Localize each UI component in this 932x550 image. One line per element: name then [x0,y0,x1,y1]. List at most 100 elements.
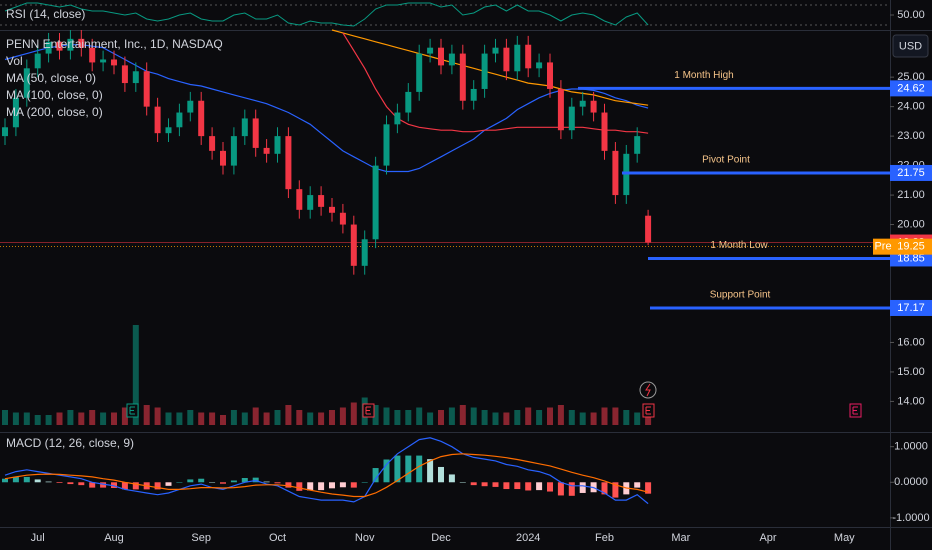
candle-body [274,136,281,154]
macd-line [4,437,649,505]
y-tick-label: 16.00 [897,336,925,348]
volume-bar [2,410,8,425]
volume-bar [557,405,564,425]
volume-bar [459,405,466,425]
macd-histogram-bar [285,482,292,488]
candle-body [209,136,216,151]
candle-body [176,112,183,128]
volume-bar [503,412,510,425]
macd-histogram-bar [220,482,226,484]
macd-histogram-bar [438,466,444,483]
macd-histogram-bar [111,482,117,488]
volume-bar [405,410,412,425]
earnings-icon [362,403,375,418]
volume-bar [547,407,553,425]
macd-histogram-bar [350,482,357,488]
macd-histogram-bar [45,481,52,483]
candle-body [579,100,586,107]
macd-histogram-bar [209,482,216,483]
candle-body [568,106,575,131]
currency-button[interactable] [892,34,929,58]
y-tick-label: 21.00 [897,189,925,201]
volume-bar [427,412,434,425]
macd-histogram-bar [198,478,205,483]
macd-histogram-bar [339,482,346,488]
y-tick-label: 14.00 [897,395,925,407]
candle-body [78,38,85,48]
volume-bar [111,412,117,425]
macd-histogram-bar [307,482,314,491]
candle-body [492,47,499,54]
earnings-icon [126,403,139,418]
candle-body [590,100,597,113]
x-tick-label: Mar [671,532,690,544]
macd-histogram-bar [121,482,128,490]
macd-histogram-bar [296,482,303,491]
macd-histogram-bar [470,482,477,486]
candle-body [307,195,314,210]
candle-body [230,136,237,166]
volume-bar [12,412,19,425]
volume-bar [34,415,41,425]
candle-body [481,53,488,89]
volume-bar [481,410,488,425]
macd-histogram-bar [329,482,335,489]
macd-histogram-bar [372,468,379,483]
ma-line [331,29,649,106]
candle-body [503,47,510,72]
candle-body [56,41,63,51]
volume-bar [143,405,150,425]
macd-histogram-bar [176,482,183,483]
macd-histogram-bar [100,482,107,488]
x-tick-label: Sep [191,532,211,544]
candle-body [470,88,477,101]
candle-body [405,91,412,113]
volume-bar [121,407,128,425]
volume-bar [339,407,346,425]
volume-bar [579,412,586,425]
macd-histogram-bar [601,482,608,495]
volume-bar [252,407,259,425]
candle-body [536,62,543,69]
volume-bar [230,410,237,425]
macd-tick-label: -1.0000 [892,512,929,524]
level-tag: 17.17 [897,302,925,314]
candle-body [34,53,41,69]
candle-body [154,106,161,134]
x-tick-label: Apr [759,532,776,544]
earnings-icon [849,403,862,418]
macd-histogram-bar [274,482,281,484]
macd-histogram-bar [416,455,423,483]
macd-histogram-bar [525,482,532,491]
premarket-tag: 19.25 [897,241,925,253]
macd-histogram-bar [67,482,74,485]
premarket-tag-bg [873,238,932,255]
volume-bar [165,412,172,425]
y-tick-label: 20.00 [897,218,925,230]
volume-bar [274,410,281,425]
candle-body [525,44,532,69]
candle-body [427,47,434,54]
macd-histogram-bar [2,478,8,483]
currency[interactable]: USD [899,40,922,52]
candle-body [252,118,259,148]
candle-body [296,189,303,210]
candle-body [263,147,270,154]
ma-line [4,44,649,173]
macd-histogram-bar [263,481,270,483]
candle-body [372,165,379,240]
volume-bar [132,325,139,425]
candle-body [187,100,194,113]
candle-body [383,124,390,166]
macd-histogram-bar [34,479,41,483]
legend-entry: MA (100, close, 0) [6,88,103,102]
candle-body [89,47,96,63]
candle-body [241,118,248,137]
volume-bar [209,412,216,425]
rsi-legend: RSI (14, close) [6,7,85,21]
candle-body [2,127,8,137]
volume-bar [45,415,52,425]
macd-histogram-bar [547,482,553,492]
